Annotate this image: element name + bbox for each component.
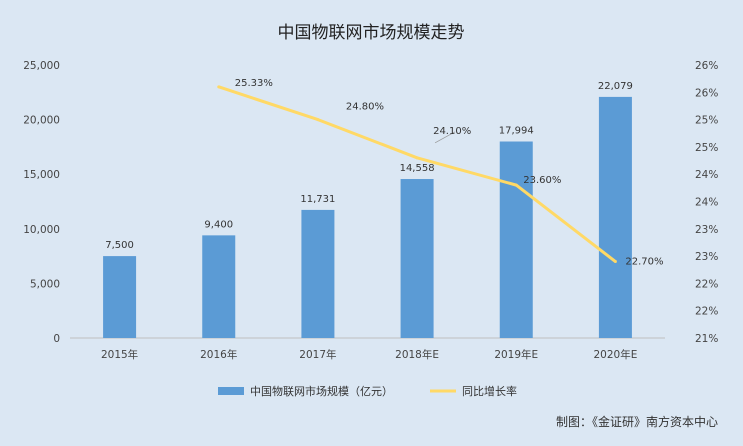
y-right-tick-label: 26%: [695, 60, 718, 72]
x-tick-label: 2018年E: [395, 348, 439, 361]
bar: [103, 256, 137, 338]
x-tick-label: 2015年: [101, 348, 138, 361]
line-value-label: 24.80%: [346, 102, 384, 113]
bar: [202, 235, 236, 338]
legend-label-line: 同比增长率: [462, 384, 517, 398]
y-right-tick-label: 24%: [695, 197, 718, 209]
y-right-tick-label: 22%: [695, 278, 718, 290]
y-left-tick-label: 20,000: [23, 115, 60, 127]
bar: [301, 209, 335, 338]
x-tick-label: 2020年E: [593, 348, 637, 361]
chart-title: 中国物联网市场规模走势: [278, 23, 465, 43]
legend-swatch-bar: [218, 387, 244, 395]
bar-value-label: 14,558: [400, 163, 435, 174]
bar-series: 7,500 9,400 11,731 14,558 17,994 22,079: [103, 81, 633, 338]
y-right-tick-label: 21%: [695, 333, 718, 345]
line-point: [316, 118, 320, 122]
y-right-tick-label: 24%: [695, 169, 718, 181]
line-value-label: 22.70%: [625, 257, 663, 268]
y-right-tick-label: 23%: [695, 251, 718, 263]
bar-value-label: 11,731: [300, 194, 335, 205]
y-right-tick-label: 22%: [695, 306, 718, 318]
bar: [400, 179, 434, 338]
line-series: 25.33% 24.80% 24.10% 23.60% 22.70%: [217, 78, 664, 268]
line-point: [217, 85, 221, 89]
y-left-tick-label: 15,000: [23, 169, 60, 181]
axes: 0 5,000 10,000 15,000 20,000 25,000 21% 22% 22% 2…: [23, 60, 718, 361]
y-right-tick-label: 25%: [695, 115, 718, 127]
line-value-label: 24.10%: [433, 126, 471, 137]
y-left-tick-label: 25,000: [23, 60, 60, 72]
credit-text: 制图：《金证研》南方资本中心: [556, 414, 718, 429]
x-tick-label: 2016年: [200, 348, 237, 361]
x-tick-label: 2017年: [299, 348, 336, 361]
y-right-tick-label: 26%: [695, 87, 718, 99]
line-value-label: 25.33%: [235, 78, 273, 89]
bar: [598, 96, 632, 338]
bar-value-label: 22,079: [598, 81, 633, 92]
y-left-tick-label: 5,000: [30, 278, 60, 290]
legend-label-bar: 中国物联网市场规模（亿元）: [250, 384, 393, 398]
y-right-tick-label: 25%: [695, 142, 718, 154]
line-value-label: 23.60%: [523, 175, 561, 186]
x-tick-label: 2019年E: [494, 348, 538, 361]
bar-value-label: 9,400: [204, 219, 233, 230]
bar-value-label: 17,994: [499, 126, 534, 137]
bar: [499, 141, 533, 338]
y-left-tick-label: 10,000: [23, 224, 60, 236]
line-point: [613, 260, 617, 264]
line-point: [415, 156, 419, 160]
y-left-tick-label: 0: [53, 333, 60, 345]
legend: 中国物联网市场规模（亿元） 同比增长率: [218, 384, 517, 398]
label-leader-line: [434, 131, 456, 144]
line-point: [514, 183, 518, 187]
y-right-tick-label: 23%: [695, 224, 718, 236]
bar-value-label: 7,500: [105, 240, 134, 251]
